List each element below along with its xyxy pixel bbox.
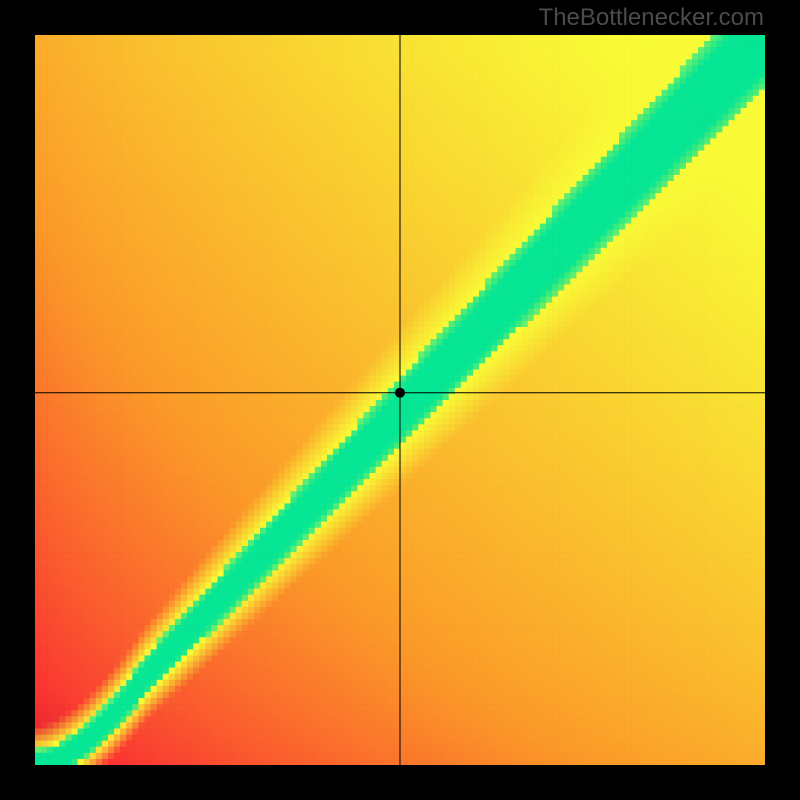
chart-root: TheBottlenecker.com <box>0 0 800 800</box>
marker-dot <box>395 388 405 398</box>
overlay-svg <box>0 0 800 800</box>
watermark-text: TheBottlenecker.com <box>539 4 764 32</box>
